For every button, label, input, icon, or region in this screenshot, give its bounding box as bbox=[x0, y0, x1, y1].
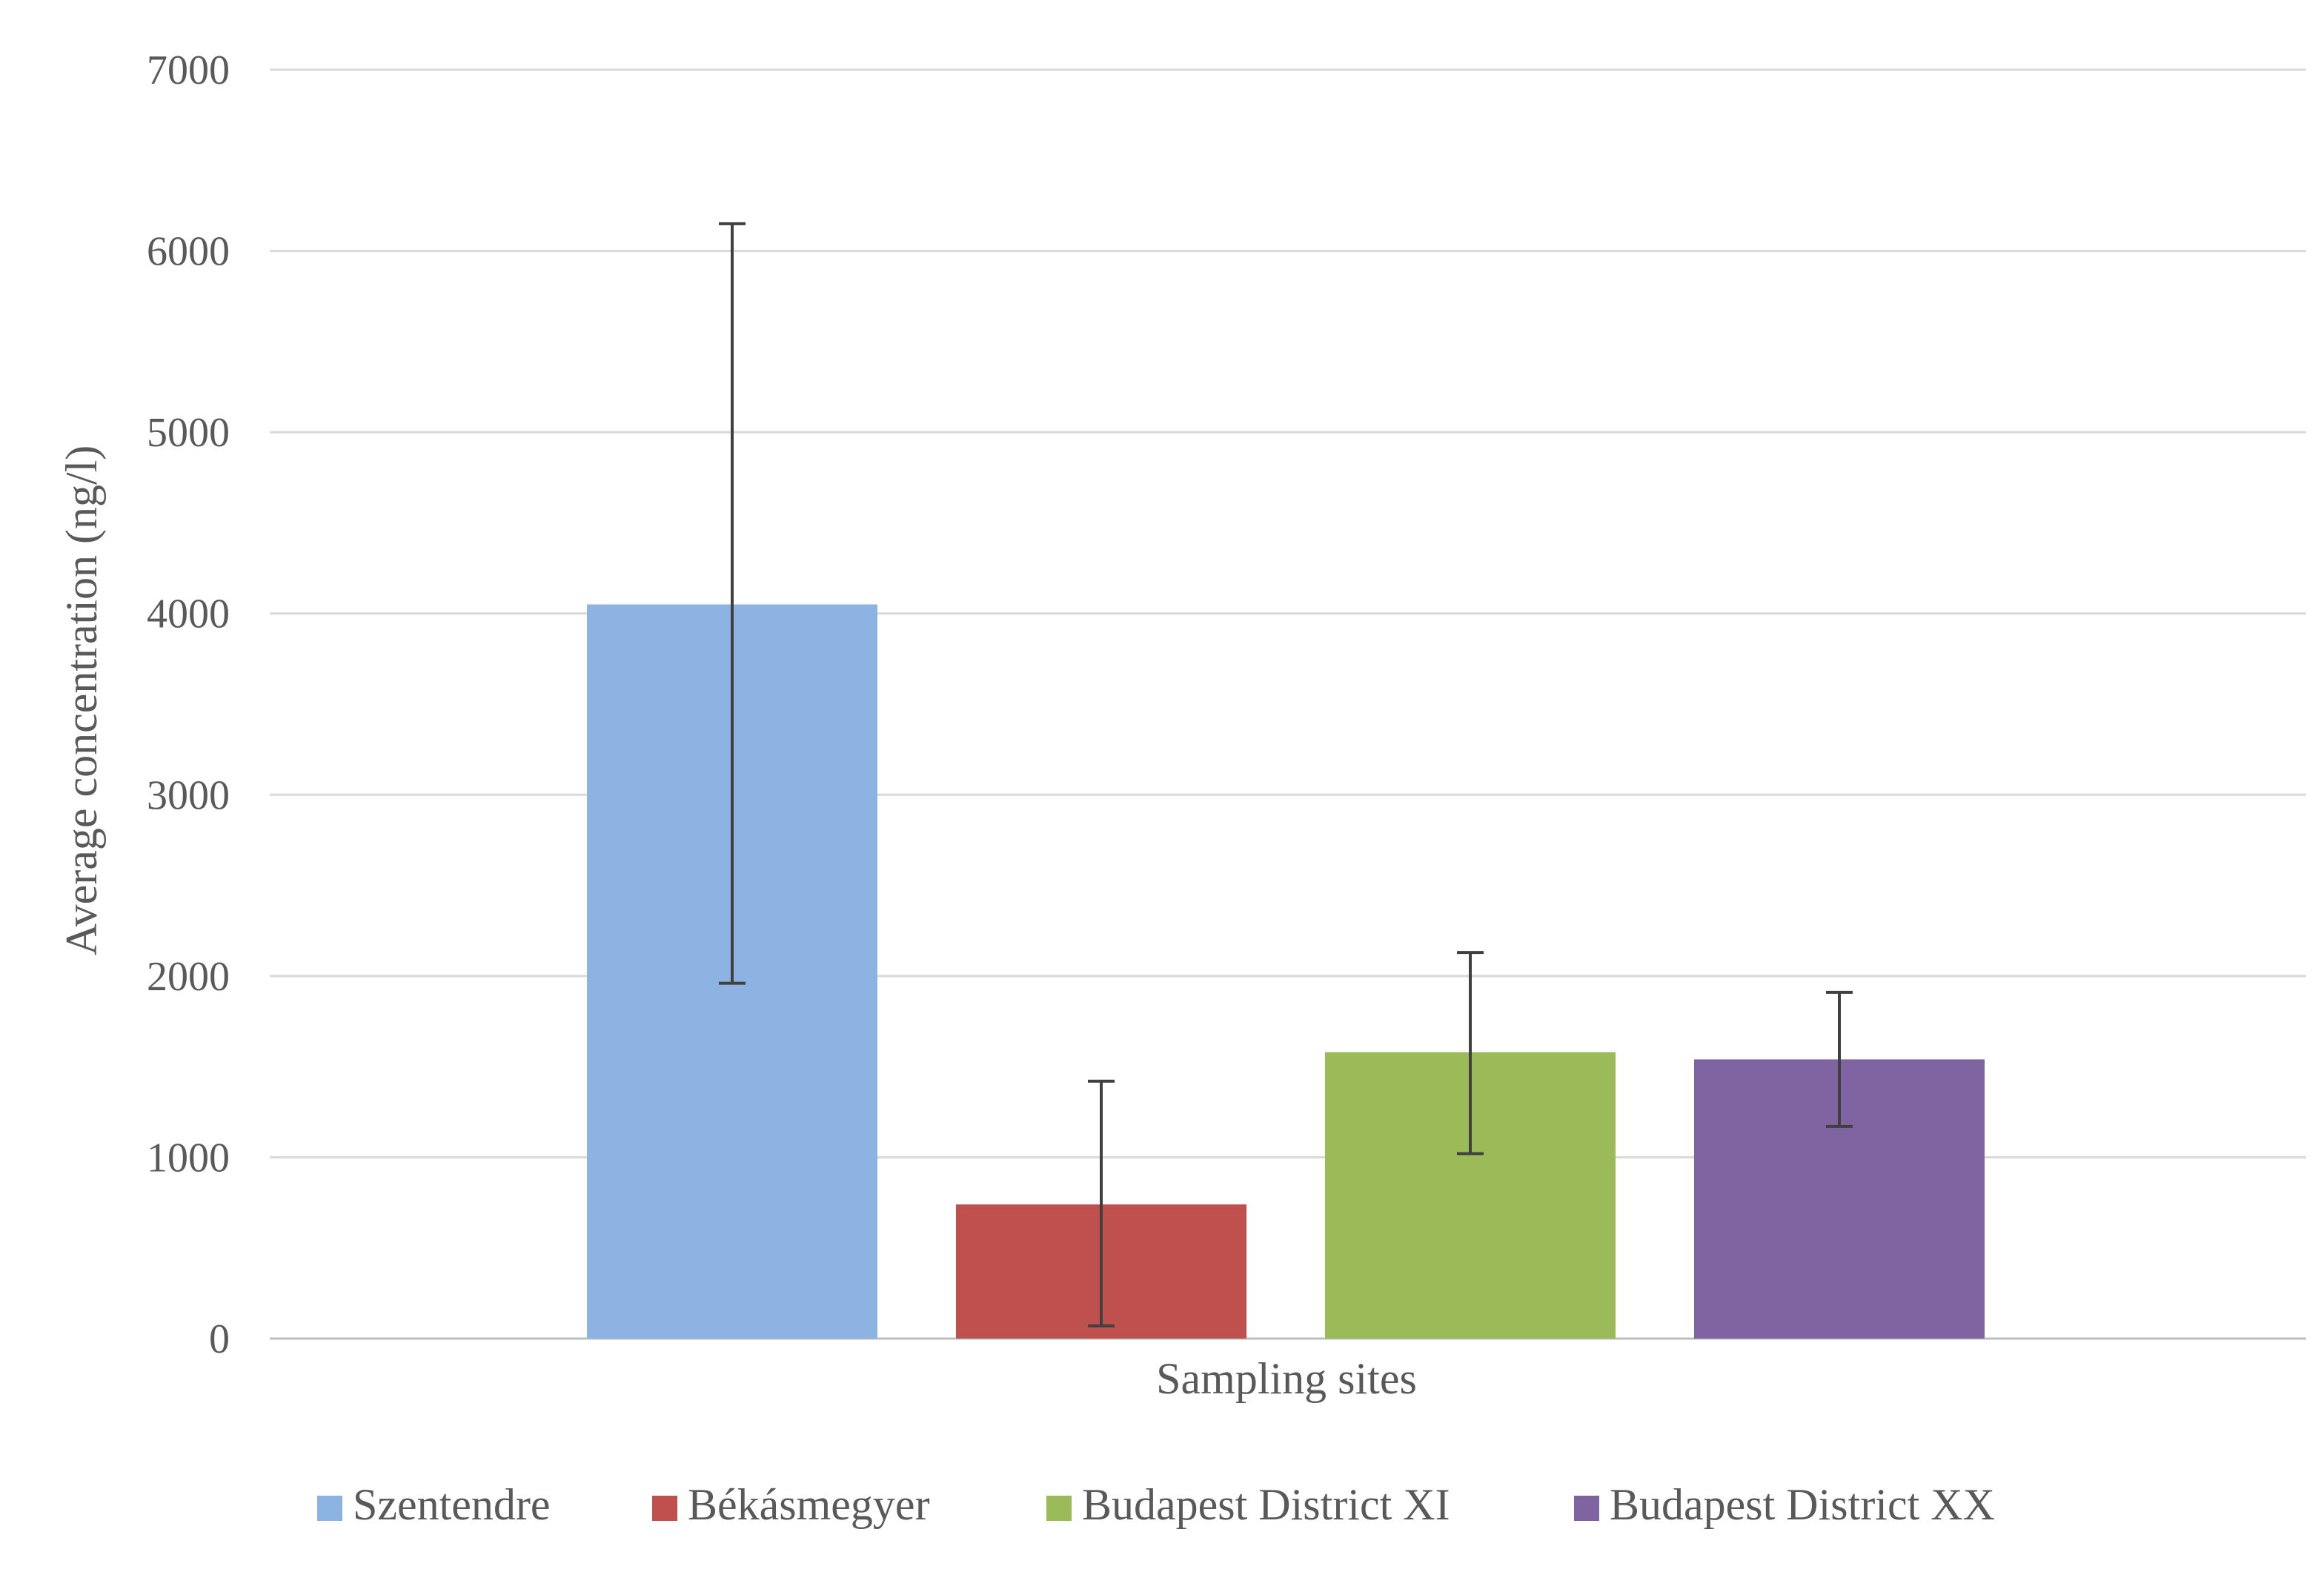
legend-label: Szentendre bbox=[353, 1480, 551, 1529]
gridlines bbox=[270, 68, 2306, 1340]
error-bars bbox=[719, 222, 1853, 1327]
y-tick-label: 3000 bbox=[147, 772, 230, 818]
legend-item: Békásmegyer bbox=[652, 1480, 930, 1529]
y-tick-label: 5000 bbox=[147, 410, 230, 456]
legend-label: Békásmegyer bbox=[688, 1480, 930, 1529]
legend-item: Budapest District XI bbox=[1046, 1480, 1450, 1529]
y-tick-label: 2000 bbox=[147, 954, 230, 1000]
y-tick-label: 6000 bbox=[147, 229, 230, 275]
legend-swatch bbox=[1046, 1496, 1072, 1521]
y-tick-label: 4000 bbox=[147, 591, 230, 637]
legend-item: Budapest District XX bbox=[1574, 1480, 1995, 1529]
legend-swatch bbox=[317, 1496, 342, 1521]
y-tick-label: 0 bbox=[209, 1316, 230, 1362]
y-axis-title: Average concentration (ng/l) bbox=[57, 445, 106, 956]
legend: Szentendre Békásmegyer Budapest District X… bbox=[317, 1480, 1995, 1529]
error-bar bbox=[1457, 951, 1484, 1155]
legend-label: Budapest District XI bbox=[1082, 1480, 1450, 1529]
error-bar bbox=[719, 222, 746, 985]
legend-swatch bbox=[652, 1496, 677, 1521]
legend-item: Szentendre bbox=[317, 1480, 551, 1529]
error-bar bbox=[1088, 1079, 1115, 1327]
x-axis-title: Sampling sites bbox=[1156, 1354, 1417, 1403]
legend-label: Budapest District XX bbox=[1610, 1480, 1995, 1529]
error-bar bbox=[1826, 990, 1853, 1128]
y-tick-label: 7000 bbox=[147, 47, 230, 93]
legend-swatch bbox=[1574, 1496, 1599, 1521]
y-tick-label: 1000 bbox=[147, 1135, 230, 1181]
y-axis-ticks: 0 1000 2000 3000 4000 5000 6000 7000 bbox=[147, 47, 230, 1362]
bars bbox=[587, 604, 1985, 1339]
